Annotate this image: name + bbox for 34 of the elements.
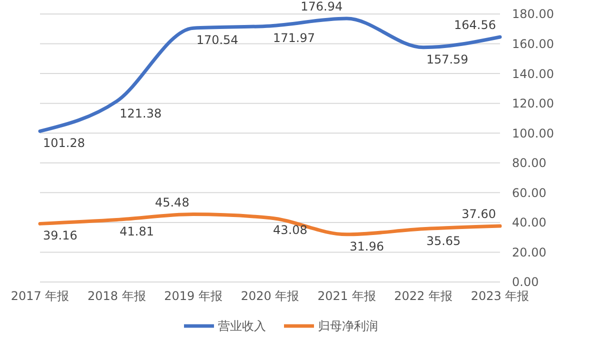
data-label: 176.94 [300, 0, 343, 14]
y-tick-label: 20.00 [512, 245, 546, 260]
data-label: 157.59 [426, 52, 468, 66]
line-series [38, 16, 502, 133]
x-tick-label: 2020 年报 [240, 289, 300, 303]
y-tick-label: 40.00 [512, 216, 546, 230]
y-tick-label: 140.00 [512, 66, 554, 81]
data-label: 35.65 [426, 234, 461, 248]
legend-label: 营业收入 [218, 319, 266, 334]
x-tick-label: 2022 年报 [394, 289, 453, 303]
y-tick-label: 80.00 [512, 156, 546, 170]
y-tick-label: 60.00 [512, 186, 546, 200]
data-label: 101.28 [43, 136, 85, 150]
legend-label: 归母净利润 [318, 319, 378, 334]
data-label: 171.97 [273, 30, 315, 45]
x-tick-label: 2023 年报 [470, 289, 530, 303]
data-label: 37.60 [462, 207, 496, 222]
data-label: 164.56 [454, 18, 496, 32]
y-tick-label: 100.00 [512, 126, 554, 140]
data-label: 121.38 [120, 106, 162, 120]
data-label: 170.54 [196, 33, 238, 48]
data-label: 45.48 [154, 195, 190, 210]
y-tick-label: 180.00 [512, 7, 554, 22]
data-label: 31.96 [350, 239, 384, 254]
x-tick-label: 2019 年报 [164, 289, 223, 303]
y-tick-label: 160.00 [512, 36, 554, 51]
data-label: 39.16 [43, 228, 78, 243]
y-tick-label: 0.00 [512, 275, 539, 290]
data-label: 43.08 [273, 222, 308, 237]
x-tick-label: 2017 年报 [10, 289, 70, 303]
x-tick-label: 2018 年报 [87, 289, 146, 303]
x-tick-label: 2021 年报 [317, 289, 376, 303]
y-tick-label: 120.00 [512, 96, 554, 111]
data-label: 41.81 [120, 224, 154, 239]
